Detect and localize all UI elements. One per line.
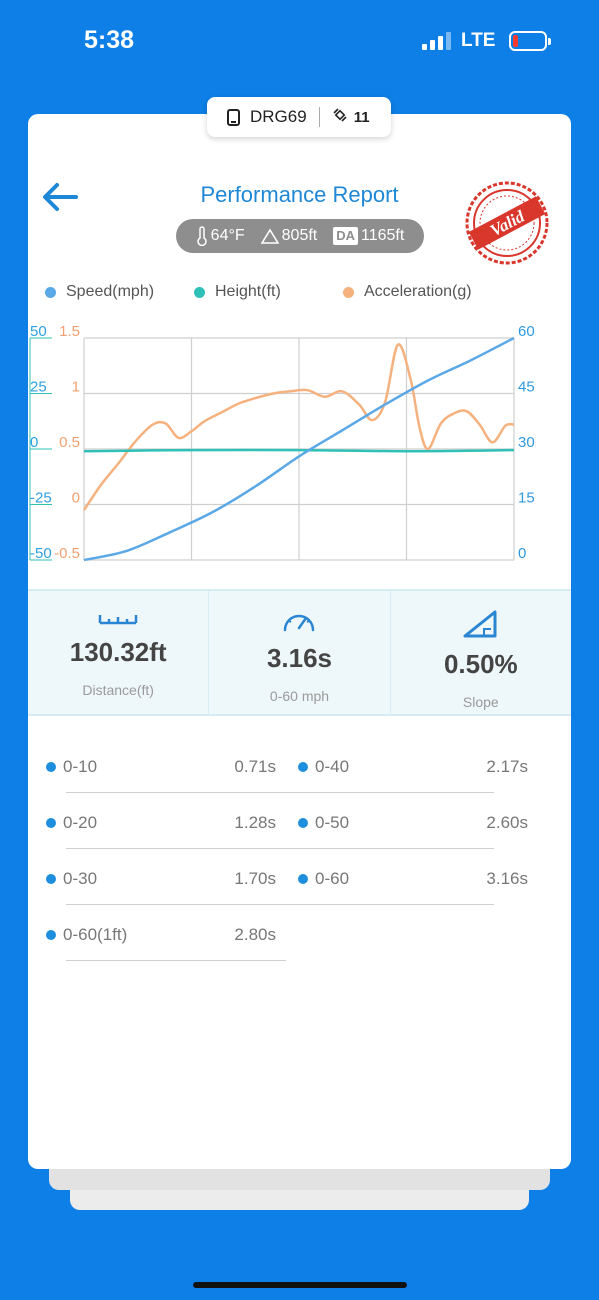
stat-label: 0-60 mph — [269, 688, 330, 704]
stat-value: 3.16s — [266, 643, 333, 673]
acceleration-tick-label: -0.5 — [54, 545, 80, 562]
satellite-count: 11 — [353, 108, 370, 126]
speed-tick-label: 0 — [518, 545, 526, 562]
split-time: 1.70s — [234, 869, 276, 888]
ruler-icon — [98, 615, 138, 625]
valid-stamp: Valid — [462, 180, 552, 266]
density-altitude-value: 1165ft — [361, 227, 405, 244]
altitude-item: 805ft — [260, 227, 318, 245]
split-label: 0-10 — [63, 757, 98, 776]
split-label: 0-30 — [63, 869, 98, 888]
split-row: 0-60(1ft) 2.80s — [46, 925, 278, 945]
home-indicator[interactable] — [193, 1282, 407, 1288]
split-time: 0.71s — [234, 757, 276, 776]
stat-value: 130.32ft — [69, 637, 167, 667]
legend-dot — [45, 286, 56, 298]
satellite-icon — [332, 107, 348, 127]
split-time: 2.60s — [486, 813, 528, 832]
mountain-icon — [260, 228, 279, 244]
bullet-dot — [46, 874, 56, 884]
height-tick-label: 25 — [30, 379, 47, 396]
legend-dot — [194, 286, 205, 298]
acceleration-tick-label: 0 — [72, 490, 80, 507]
page-title: Performance Report — [200, 182, 399, 207]
speed-tick-label: 45 — [518, 379, 535, 396]
legend-label: Speed(mph) — [66, 283, 155, 300]
battery-icon — [509, 31, 552, 51]
device-pill[interactable]: DRG69 11 — [207, 97, 391, 137]
split-time: 2.80s — [234, 925, 276, 944]
split-time: 3.16s — [486, 869, 528, 888]
thermometer-icon — [196, 226, 207, 246]
status-time: 5:38 — [84, 26, 135, 54]
split-row: 0-40 2.17s — [298, 757, 530, 777]
speed-series-line — [83, 336, 515, 562]
stat-value: 0.50% — [443, 649, 518, 679]
temperature-item: 64°F — [196, 226, 245, 246]
device-name: DRG69 — [250, 107, 307, 126]
speed-tick-label: 60 — [518, 323, 535, 340]
status-indicators: LTE — [422, 30, 552, 52]
device-icon — [227, 108, 240, 126]
divider — [318, 107, 320, 127]
bullet-dot — [46, 818, 56, 828]
split-row: 0-60 3.16s — [298, 869, 530, 889]
stat-label: Distance(ft) — [82, 682, 154, 698]
stat-slope: 0.50% Slope — [391, 591, 571, 714]
split-row: 0-20 1.28s — [46, 813, 278, 833]
da-badge: DA — [333, 227, 359, 245]
back-button[interactable] — [40, 180, 80, 214]
divider — [66, 792, 494, 793]
legend-acceleration: Acceleration(g) — [343, 283, 472, 301]
split-row: 0-30 1.70s — [46, 869, 278, 889]
legend-dot — [343, 286, 354, 298]
signal-icon — [422, 32, 451, 50]
height-tick-label: 50 — [30, 323, 47, 340]
bullet-dot — [298, 762, 308, 772]
altitude-value: 805ft — [281, 227, 318, 244]
acceleration-series-line — [82, 343, 515, 511]
bullet-dot — [46, 930, 56, 940]
split-time: 1.28s — [234, 813, 276, 832]
split-row: 0-10 0.71s — [46, 757, 278, 777]
stat-distance: 130.32ft Distance(ft) — [28, 591, 210, 714]
height-tick-label: -25 — [30, 490, 52, 507]
acceleration-tick-label: 1.5 — [59, 323, 80, 340]
split-row: 0-50 2.60s — [298, 813, 530, 833]
bullet-dot — [298, 874, 308, 884]
performance-chart: 50 25 0 -25 -50 1.5 1 0.5 0 -0.5 60 45 30 15 0 — [29, 323, 535, 562]
conditions-pill: 64°F 805ft DA 1165ft — [176, 219, 424, 253]
speedometer-icon — [284, 614, 315, 632]
legend-height: Height(ft) — [194, 283, 281, 301]
slope-icon — [463, 610, 497, 638]
legend-label: Acceleration(g) — [364, 283, 472, 300]
stat-zero-to-sixty: 3.16s 0-60 mph — [209, 591, 391, 714]
height-tick-label: 0 — [30, 434, 38, 451]
split-label: 0-60(1ft) — [63, 925, 128, 944]
network-label: LTE — [461, 30, 496, 51]
split-label: 0-50 — [315, 813, 350, 832]
temperature-value: 64°F — [210, 227, 245, 244]
bullet-dot — [46, 762, 56, 772]
height-tick-label: -50 — [30, 545, 52, 562]
acceleration-tick-label: 1 — [72, 379, 80, 396]
speed-tick-label: 15 — [518, 490, 535, 507]
divider — [66, 848, 494, 849]
bullet-dot — [298, 818, 308, 828]
divider — [66, 904, 494, 905]
height-series-line — [83, 448, 515, 453]
split-label: 0-40 — [315, 757, 350, 776]
split-time: 2.17s — [486, 757, 528, 776]
split-label: 0-20 — [63, 813, 98, 832]
stat-label: Slope — [462, 694, 499, 710]
split-label: 0-60 — [315, 869, 350, 888]
stats-panel: 130.32ft Distance(ft) 3.16s 0-60 mph 0.5… — [28, 589, 571, 716]
legend-label: Height(ft) — [215, 283, 281, 300]
speed-tick-label: 30 — [518, 434, 535, 451]
legend-speed: Speed(mph) — [45, 283, 154, 301]
arrow-left-icon — [43, 183, 78, 211]
divider — [66, 960, 286, 961]
acceleration-tick-label: 0.5 — [59, 434, 80, 451]
density-altitude-item: DA 1165ft — [333, 227, 404, 245]
